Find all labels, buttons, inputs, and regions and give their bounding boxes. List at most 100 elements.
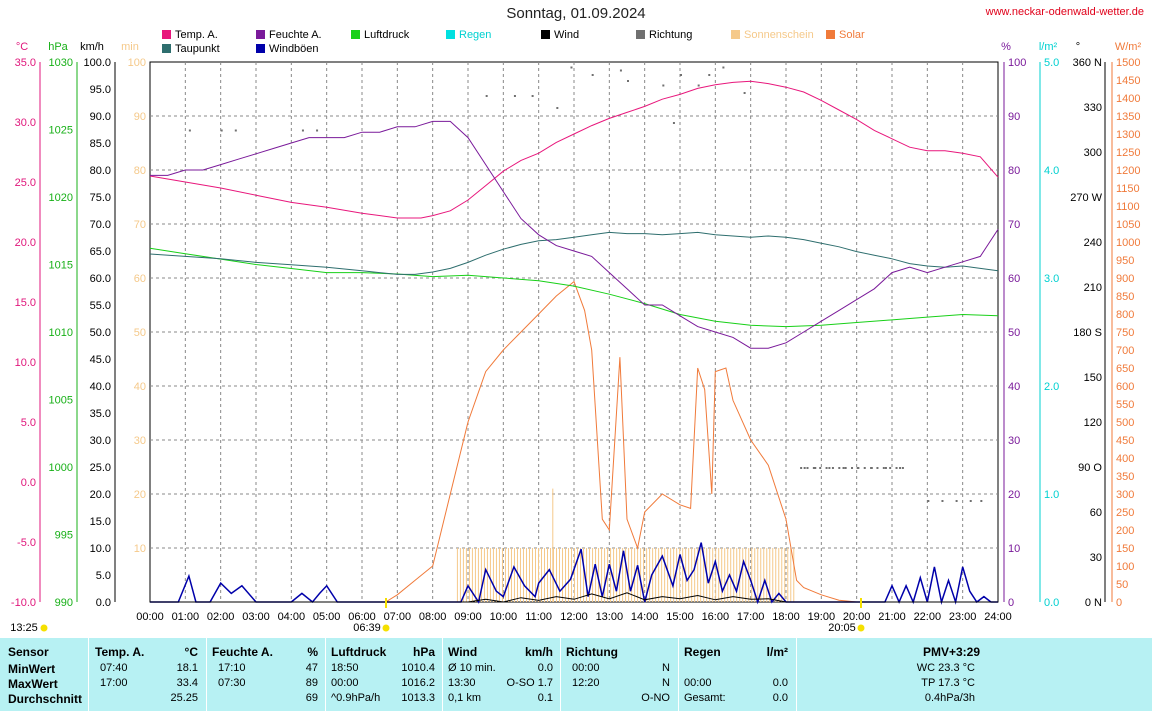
rain-axis-tick: 0.0: [1044, 597, 1059, 609]
speed-axis-tick: 40.0: [90, 381, 111, 393]
pressure-axis-tick: 1015: [49, 260, 73, 272]
speed-axis-tick: 5.0: [96, 570, 111, 582]
direction-axis-tick: 360 N: [1073, 57, 1102, 69]
direction-dot: [697, 84, 700, 87]
direction-dot: [485, 95, 488, 97]
rain-axis-tick: 3.0: [1044, 273, 1059, 285]
row-label: MinWert: [8, 662, 56, 676]
rain-value: 0.0: [772, 677, 788, 689]
humidity-unit: %: [1001, 41, 1011, 53]
legend-label: Wind: [554, 29, 579, 41]
direction-dot: [863, 467, 866, 469]
direction-dot: [870, 467, 873, 469]
humidity-axis-tick: 10: [1008, 543, 1020, 555]
direction-dot: [570, 66, 573, 69]
solar-axis-tick: 1100: [1116, 201, 1140, 213]
solar-axis-tick: 100: [1116, 561, 1134, 573]
speed-unit: km/h: [80, 41, 104, 53]
temp-axis-tick: 20.0: [15, 237, 36, 249]
solar-axis-tick: 1250: [1116, 147, 1140, 159]
header-wind: Wind: [448, 645, 478, 659]
time-tick-label: 10:00: [490, 611, 518, 623]
legend-swatch: [162, 44, 171, 53]
time-tick-label: 20:00: [843, 611, 871, 623]
solar-axis-tick: 1300: [1116, 129, 1140, 141]
direction-axis-tick: 150: [1084, 372, 1102, 384]
direction-dot: [814, 467, 817, 469]
humidity-value: 47: [305, 662, 318, 674]
direction-dot: [882, 467, 885, 469]
sunrise-icon: [382, 624, 390, 632]
legend-label: Sonnenschein: [744, 29, 814, 41]
site-url[interactable]: www.neckar-odenwald-wetter.de: [985, 6, 1144, 18]
time-tick-label: 21:00: [878, 611, 906, 623]
wind-line: [150, 592, 998, 603]
solar-axis-tick: 650: [1116, 363, 1134, 375]
direction-dot: [708, 74, 711, 76]
legend-swatch: [826, 30, 835, 39]
sunset-icon: [857, 624, 865, 632]
direction-dot: [851, 467, 854, 469]
speed-axis-tick: 35.0: [90, 408, 111, 420]
direction-dot: [513, 95, 516, 97]
pressure-axis-tick: 1005: [49, 395, 73, 407]
temp-value: 33.4: [176, 677, 198, 689]
temp-axis-tick: 0.0: [21, 477, 36, 489]
sun-axis-tick: 10: [134, 543, 146, 555]
wind-value: 0.0: [537, 662, 553, 674]
dewpoint-line: [149, 231, 999, 275]
speed-axis-tick: 90.0: [90, 111, 111, 123]
humidity-axis-tick: 70: [1008, 219, 1020, 231]
solar-axis-tick: 1000: [1116, 237, 1140, 249]
solar-axis-tick: 800: [1116, 309, 1134, 321]
direction-axis-tick: 180 S: [1073, 327, 1102, 339]
direction-dot: [955, 500, 958, 502]
direction-axis-tick: 240: [1084, 237, 1102, 249]
direction-dot: [672, 122, 675, 124]
direction-dot: [619, 69, 622, 72]
rain-time: Gesamt:: [684, 692, 726, 704]
direction-dot: [980, 500, 983, 502]
humidity-axis-tick: 20: [1008, 489, 1020, 501]
temp-axis-tick: 5.0: [21, 417, 36, 429]
speed-axis-tick: 60.0: [90, 273, 111, 285]
time-tick-label: 05:00: [313, 611, 341, 623]
legend-label: Windböen: [269, 43, 319, 55]
table-divider: [442, 638, 443, 711]
table-divider: [88, 638, 89, 711]
sun-axis-tick: 70: [134, 219, 146, 231]
time-tick-label: 16:00: [702, 611, 730, 623]
table-divider: [325, 638, 326, 711]
direction-dot: [627, 80, 629, 82]
time-tick-label: 14:00: [631, 611, 659, 623]
direction-time: 12:20: [572, 677, 600, 689]
temp-value: 25.25: [170, 692, 198, 704]
pmv-extra: TP 17.3 °C: [921, 677, 975, 689]
solar-axis-tick: 150: [1116, 543, 1134, 555]
speed-axis-tick: 55.0: [90, 300, 111, 312]
solar-axis-tick: 750: [1116, 327, 1134, 339]
rain-axis-tick: 2.0: [1044, 381, 1059, 393]
humidity-time: 07:30: [218, 677, 246, 689]
humidity-axis-tick: 30: [1008, 435, 1020, 447]
sun-axis-tick: 30: [134, 435, 146, 447]
solar-axis-tick: 700: [1116, 345, 1134, 357]
time-tick-label: 13:00: [596, 611, 624, 623]
pressure-unit: hPa: [48, 41, 68, 53]
sun-axis-tick: 80: [134, 165, 146, 177]
solar-axis-tick: 1500: [1116, 57, 1140, 69]
solar-axis-tick: 1450: [1116, 75, 1140, 87]
pressure-axis-tick: 1020: [49, 192, 73, 204]
solar-axis-tick: 200: [1116, 525, 1134, 537]
direction-axis-tick: 120: [1084, 417, 1102, 429]
table-divider: [678, 638, 679, 711]
header-direction: Richtung: [566, 645, 618, 659]
solar-axis-tick: 1400: [1116, 93, 1140, 105]
speed-axis-tick: 80.0: [90, 165, 111, 177]
direction-axis-tick: 0 N: [1085, 597, 1102, 609]
pressure-time: 00:00: [331, 677, 359, 689]
header-humidity: Feuchte A.: [212, 645, 273, 659]
statistics-table: Sensor Temp. A. °C Feuchte A.% Luftdruck hPa W…: [0, 638, 1152, 711]
humidity-value: 89: [305, 677, 318, 689]
direction-dot: [876, 467, 879, 469]
